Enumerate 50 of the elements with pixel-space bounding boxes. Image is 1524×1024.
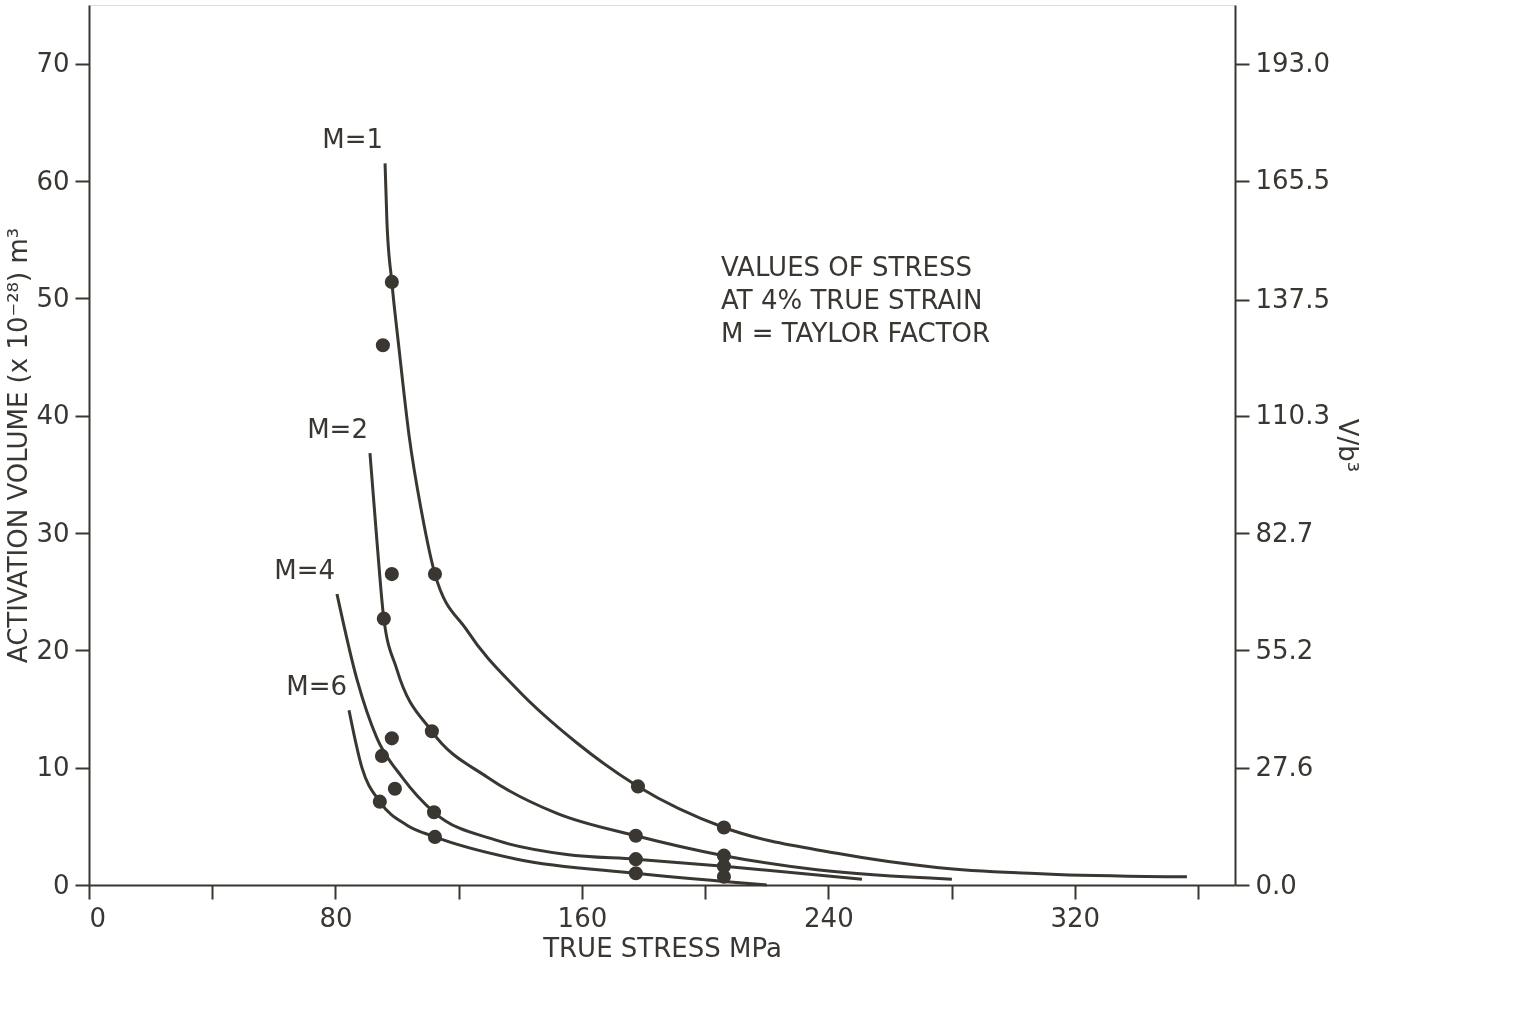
point <box>376 611 391 626</box>
x-tick-label: 320 <box>1050 902 1101 933</box>
series-label: M=1 <box>322 124 384 155</box>
y-tick-label: 50 <box>36 282 70 313</box>
point <box>384 731 399 746</box>
point <box>372 794 387 809</box>
y2-tick-label: 110.3 <box>1255 400 1330 431</box>
x-axis-title: TRUE STRESS MPa <box>542 932 782 963</box>
y2-tick-label: 27.6 <box>1255 752 1314 783</box>
y2-tick-label: 82.7 <box>1255 517 1314 548</box>
point <box>375 338 390 353</box>
x-tick-label: 240 <box>804 902 854 933</box>
x-tick-label: 80 <box>319 902 353 933</box>
y-tick-label: 70 <box>36 48 70 79</box>
y-tick-label: 20 <box>36 634 70 665</box>
y-axis-title: ACTIVATION VOLUME (x 10⁻²⁸) m³ <box>3 227 34 664</box>
point <box>427 567 443 582</box>
point <box>387 781 402 796</box>
y-tick-label: 0 <box>52 869 70 900</box>
point <box>426 805 442 820</box>
annotation: AT 4% TRUE STRAIN <box>721 285 983 315</box>
line-series <box>383 161 1189 879</box>
y2-tick-label: 165.5 <box>1255 165 1330 196</box>
y-tick-label: 60 <box>36 165 70 196</box>
y2-axis-title: V/b³ <box>1332 418 1363 473</box>
x-tick-label: 160 <box>557 902 608 933</box>
y2-tick-label: 193.0 <box>1255 48 1330 79</box>
annotation: VALUES OF STRESS <box>721 252 972 282</box>
point <box>384 274 399 289</box>
y-tick-label: 10 <box>36 752 70 783</box>
series-label: M=4 <box>274 555 335 586</box>
y2-tick-label: 55.2 <box>1255 634 1314 665</box>
point <box>384 567 399 582</box>
x-tick-label: 0 <box>89 902 107 933</box>
point <box>628 866 643 881</box>
point <box>716 869 731 884</box>
y-tick-label: 40 <box>36 400 70 431</box>
series-label: M=2 <box>307 414 368 445</box>
point <box>716 820 731 835</box>
point <box>374 748 390 763</box>
y-tick-label: 30 <box>36 517 70 548</box>
annotation: M = TAYLOR FACTOR <box>721 318 991 348</box>
point <box>630 779 646 794</box>
series-label: M=6 <box>286 671 348 702</box>
y2-tick-label: 137.5 <box>1255 284 1330 315</box>
point <box>628 828 643 843</box>
point <box>424 724 439 739</box>
y2-tick-label: 0.0 <box>1255 869 1297 900</box>
point <box>427 829 443 844</box>
point <box>628 852 643 867</box>
